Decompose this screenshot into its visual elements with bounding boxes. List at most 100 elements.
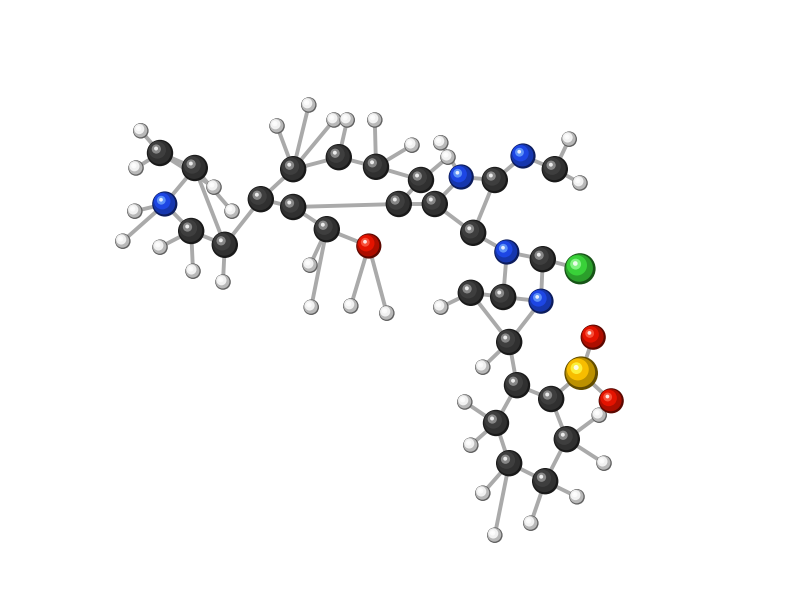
Circle shape (575, 178, 581, 184)
Circle shape (466, 440, 471, 446)
Circle shape (159, 198, 163, 202)
Circle shape (214, 233, 230, 250)
Circle shape (368, 113, 378, 124)
Circle shape (454, 169, 462, 178)
Circle shape (410, 169, 427, 185)
Circle shape (393, 197, 397, 202)
Circle shape (497, 451, 520, 474)
Circle shape (561, 433, 565, 437)
Circle shape (274, 122, 276, 125)
Circle shape (357, 234, 379, 256)
Circle shape (379, 306, 394, 320)
Circle shape (476, 487, 486, 497)
Circle shape (152, 145, 161, 154)
Circle shape (511, 144, 534, 166)
Circle shape (570, 362, 582, 374)
Circle shape (115, 233, 130, 249)
Circle shape (149, 142, 166, 158)
Circle shape (190, 268, 192, 270)
Circle shape (306, 302, 312, 308)
Circle shape (498, 290, 502, 295)
Circle shape (180, 220, 197, 236)
Circle shape (326, 144, 352, 170)
Circle shape (475, 360, 490, 374)
Circle shape (562, 131, 577, 147)
Circle shape (119, 238, 122, 240)
Circle shape (528, 289, 554, 314)
Circle shape (599, 389, 622, 411)
Circle shape (206, 180, 221, 194)
Circle shape (382, 308, 387, 314)
Circle shape (457, 394, 473, 410)
Circle shape (409, 168, 432, 191)
Circle shape (224, 203, 240, 219)
Circle shape (574, 365, 578, 370)
Circle shape (433, 299, 449, 315)
Circle shape (577, 179, 579, 182)
Circle shape (570, 490, 581, 500)
Circle shape (429, 197, 433, 202)
Circle shape (479, 364, 482, 366)
Circle shape (270, 119, 281, 130)
Circle shape (301, 97, 317, 113)
Circle shape (130, 161, 139, 172)
Circle shape (564, 134, 570, 140)
Circle shape (570, 489, 585, 505)
Circle shape (566, 358, 595, 387)
Circle shape (587, 331, 591, 335)
Circle shape (326, 112, 342, 128)
Circle shape (591, 407, 607, 423)
Circle shape (147, 140, 174, 166)
Circle shape (326, 145, 350, 168)
Circle shape (603, 392, 612, 401)
Circle shape (598, 388, 624, 413)
Circle shape (434, 301, 444, 311)
Circle shape (118, 236, 123, 242)
Circle shape (115, 234, 130, 248)
Circle shape (554, 426, 580, 452)
Circle shape (302, 257, 318, 273)
Circle shape (594, 410, 600, 416)
Circle shape (562, 133, 573, 143)
Circle shape (478, 488, 483, 494)
Circle shape (460, 397, 466, 403)
Circle shape (379, 305, 394, 321)
Circle shape (434, 136, 444, 146)
Circle shape (367, 113, 382, 127)
Circle shape (530, 247, 554, 270)
Circle shape (596, 412, 598, 414)
Circle shape (566, 254, 593, 282)
Circle shape (572, 175, 588, 191)
Circle shape (592, 408, 606, 422)
Circle shape (346, 301, 351, 307)
Circle shape (219, 238, 223, 242)
Circle shape (489, 173, 493, 178)
Circle shape (248, 186, 274, 212)
Circle shape (287, 163, 291, 167)
Circle shape (573, 176, 586, 190)
Circle shape (219, 278, 222, 281)
Circle shape (527, 520, 530, 522)
Circle shape (523, 515, 538, 531)
Circle shape (533, 469, 556, 492)
Circle shape (207, 181, 218, 191)
Circle shape (497, 330, 520, 353)
Circle shape (305, 301, 314, 311)
Circle shape (501, 334, 510, 343)
Circle shape (154, 146, 158, 151)
Circle shape (368, 158, 377, 167)
Circle shape (436, 302, 442, 308)
Circle shape (546, 161, 556, 170)
Circle shape (133, 123, 149, 139)
Circle shape (442, 151, 451, 161)
Circle shape (498, 452, 515, 469)
Circle shape (340, 113, 354, 127)
Circle shape (495, 240, 518, 262)
Circle shape (555, 428, 573, 445)
Circle shape (211, 232, 238, 258)
Circle shape (565, 253, 595, 284)
Circle shape (153, 240, 166, 254)
Circle shape (134, 124, 147, 137)
Circle shape (390, 196, 400, 205)
Circle shape (383, 310, 386, 312)
